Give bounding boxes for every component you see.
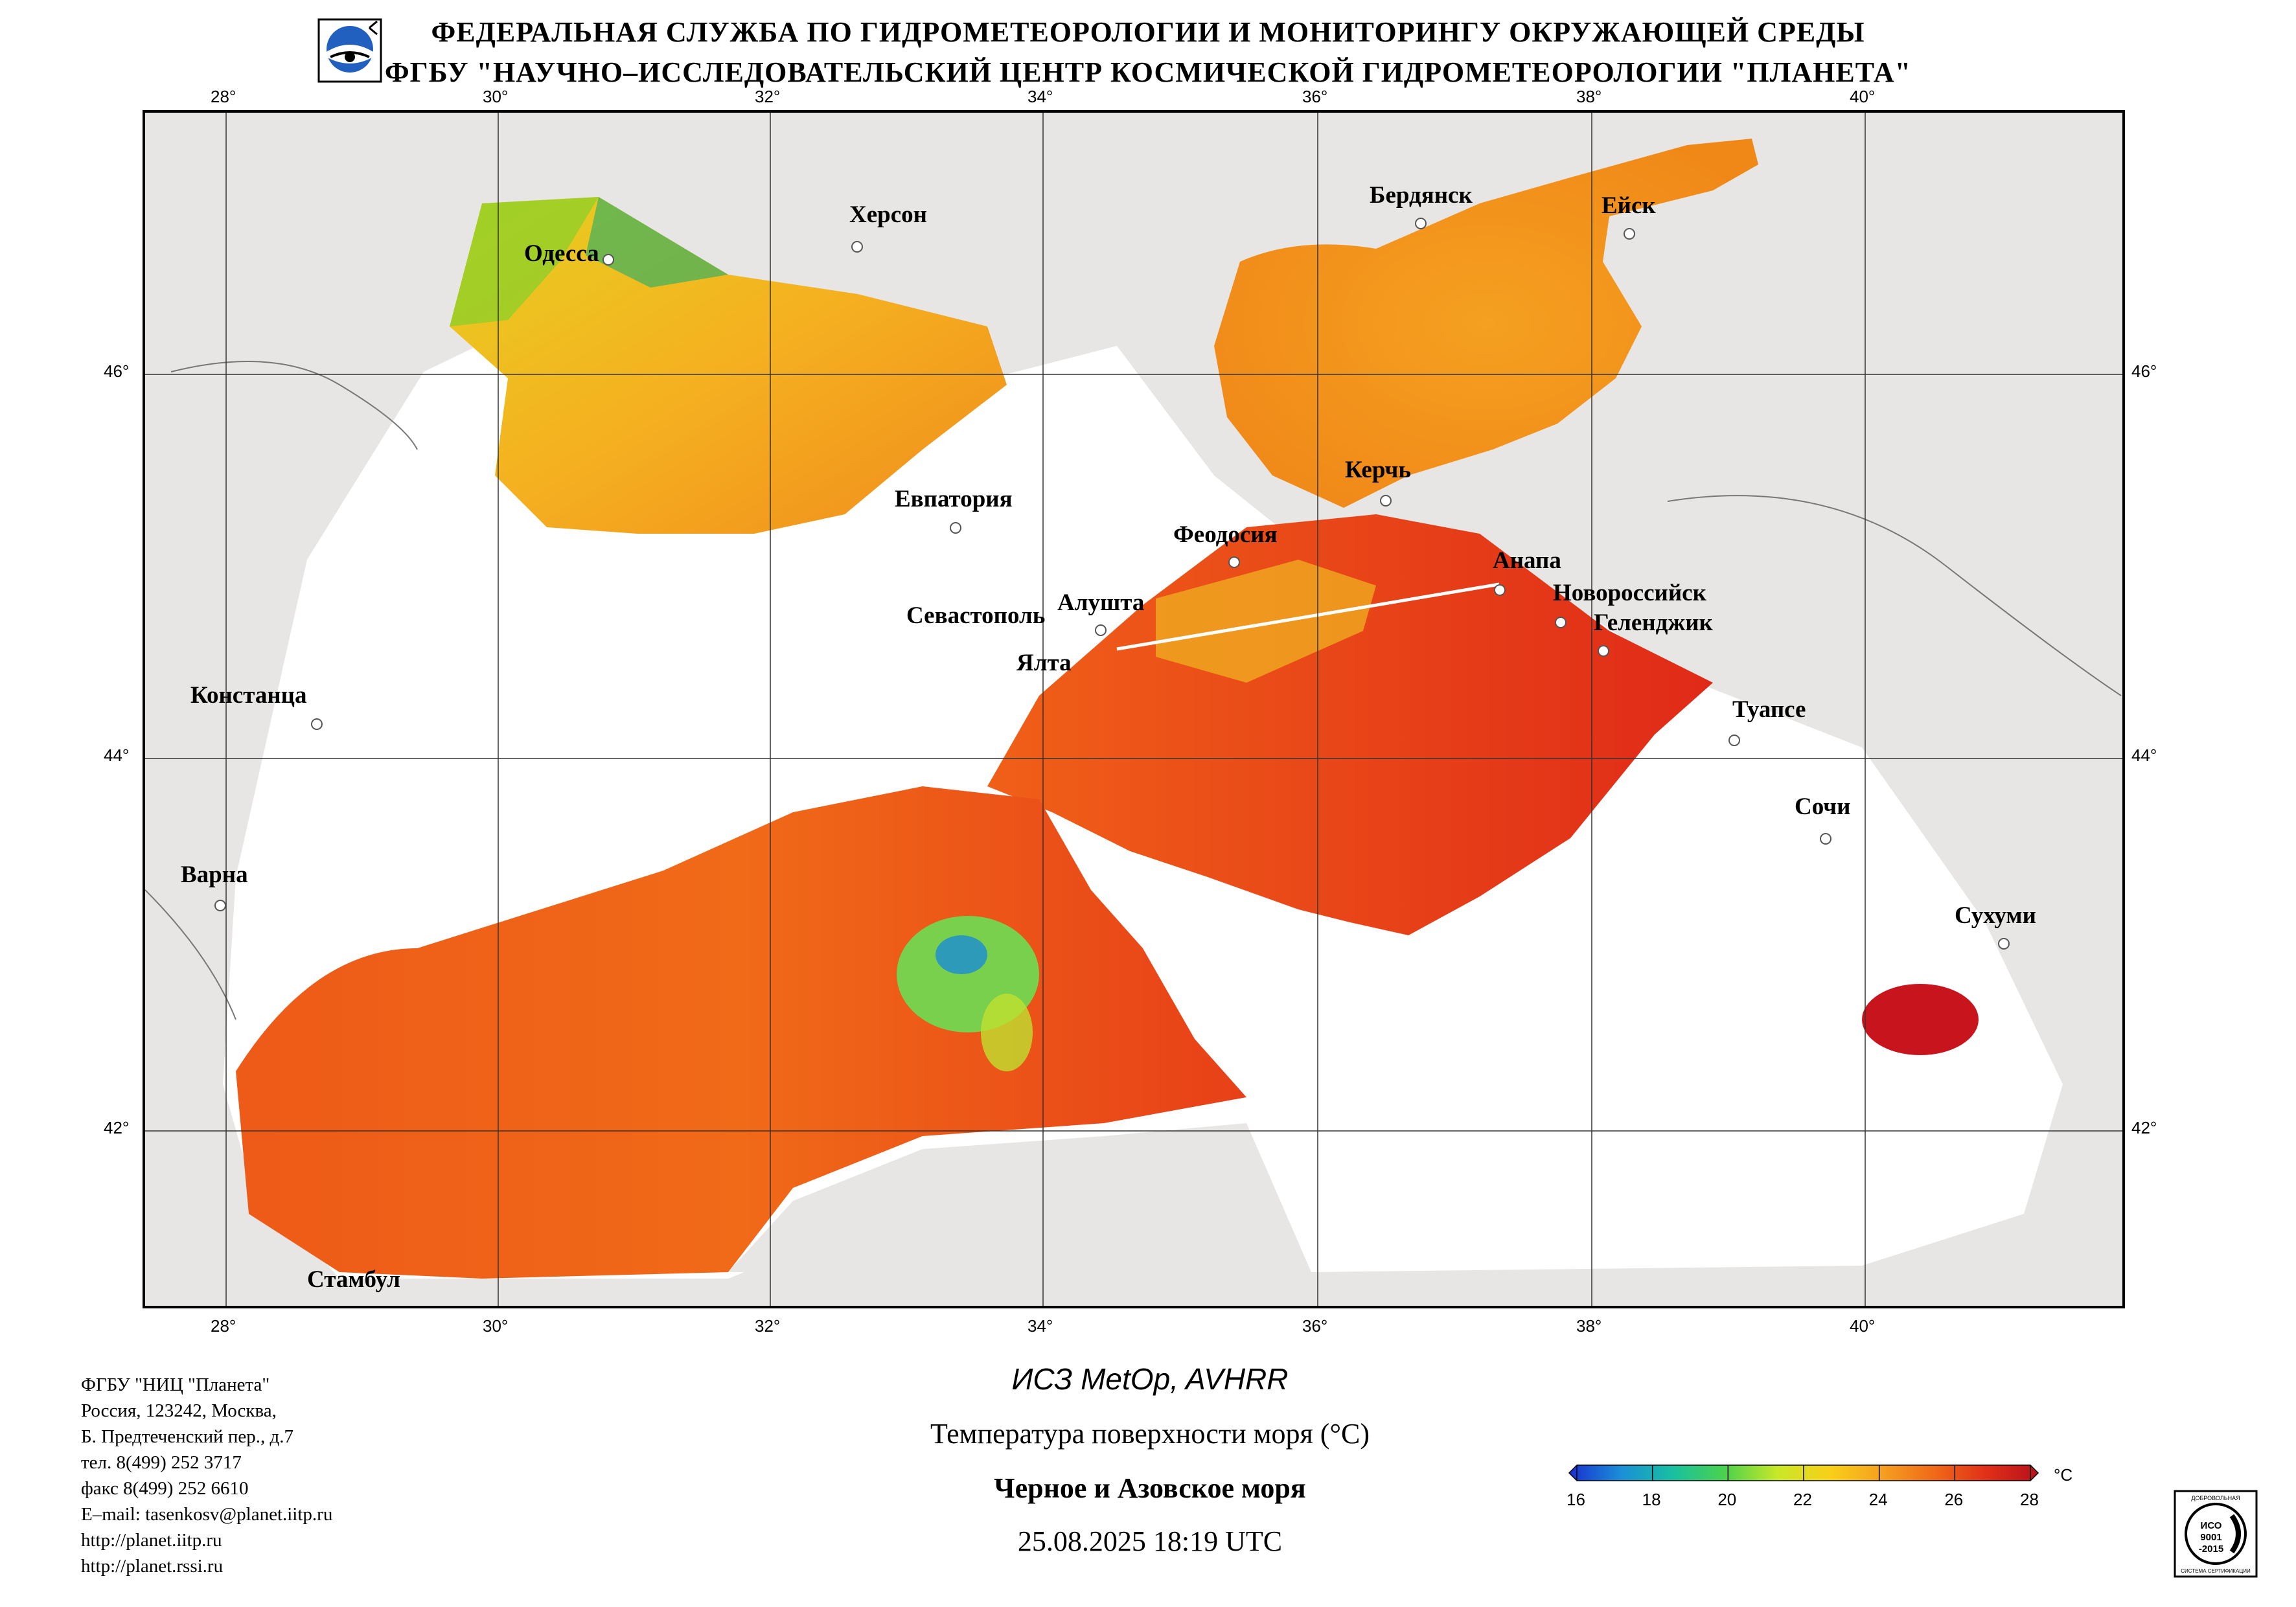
colorbar-tick-label: 16 xyxy=(1567,1490,1585,1509)
colorbar-tick-label: 22 xyxy=(1793,1490,1812,1509)
map-canvas xyxy=(145,113,2122,1306)
city-label-yevpatoria: Евпатория xyxy=(895,486,1013,512)
colorbar-tick-label: 20 xyxy=(1717,1490,1737,1509)
organization-info: ФГБУ "НИЦ "Планета" Россия, 123242, Моск… xyxy=(81,1372,332,1579)
lon-tick-top: 34° xyxy=(1027,87,1053,106)
info-line: ФГБУ "НИЦ "Планета" xyxy=(81,1374,270,1395)
city-label-yalta: Ялта xyxy=(1016,650,1072,676)
cert-year-text: -2015 xyxy=(2199,1544,2223,1555)
lon-tick-top: 40° xyxy=(1850,87,1876,106)
lat-tick-right: 44° xyxy=(2131,746,2157,765)
city-label-anapa: Анапа xyxy=(1493,547,1561,574)
city-label-tuapse: Туапсе xyxy=(1732,696,1806,723)
azov-sea-sst xyxy=(1214,139,1758,508)
lon-tick-top: 36° xyxy=(1302,87,1328,106)
lat-tick-left: 42° xyxy=(104,1118,130,1137)
colorbar-unit: °C xyxy=(2054,1465,2073,1485)
city-label-berdyansk: Бердянск xyxy=(1370,182,1473,209)
info-line: факс 8(499) 252 6610 xyxy=(81,1478,249,1499)
city-label-sukhumi: Сухуми xyxy=(1955,902,2036,929)
city-label-alushta: Алушта xyxy=(1057,589,1145,616)
colorbar-tick-label: 26 xyxy=(1944,1490,1964,1509)
lat-tick-right: 46° xyxy=(2131,361,2157,381)
sst-map: Одесса Херсон Бердянск Ейск Евпатория Ке… xyxy=(104,87,2157,1336)
info-line: Россия, 123242, Москва, xyxy=(81,1400,277,1421)
lon-tick-top: 38° xyxy=(1576,87,1602,106)
lon-tick-bottom: 32° xyxy=(755,1316,781,1336)
cert-top-text: ДОБРОВОЛЬНАЯ xyxy=(2191,1495,2240,1501)
lon-tick-bottom: 40° xyxy=(1850,1316,1876,1336)
datetime-label: 25.08.2025 18:19 UTC xyxy=(1017,1525,1283,1557)
lon-tick-top: 32° xyxy=(755,87,781,106)
parameter-label: Температура поверхности моря (°C) xyxy=(930,1418,1370,1450)
city-label-kerch: Керчь xyxy=(1345,457,1411,483)
city-label-varna: Варна xyxy=(181,861,248,888)
city-label-novorossiysk: Новороссийск xyxy=(1553,580,1706,606)
cert-iso-text: ИСО xyxy=(2201,1520,2222,1531)
lon-tick-bottom: 30° xyxy=(483,1316,509,1336)
turkey-coast-land xyxy=(728,1123,1311,1272)
colorbar-tick-label: 24 xyxy=(1868,1490,1888,1509)
coastal-warm-water xyxy=(1156,560,1376,683)
map-frame: Одесса Херсон Бердянск Ейск Евпатория Ке… xyxy=(143,110,2125,1308)
nw-shelf-sst xyxy=(450,197,1007,534)
graticule xyxy=(145,113,2122,1306)
lon-tick-bottom: 34° xyxy=(1027,1316,1053,1336)
header-title-line2: ФГБУ "НАУЧНО–ИССЛЕДОВАТЕЛЬСКИЙ ЦЕНТР КОС… xyxy=(384,56,1912,88)
city-label-constanta: Констанца xyxy=(190,682,307,709)
city-label-sochi: Сочи xyxy=(1795,793,1851,820)
satellite-label: ИСЗ MetOp, AVHRR xyxy=(1011,1362,1289,1396)
lat-tick-left: 46° xyxy=(104,361,130,381)
colorbar-svg xyxy=(1568,1465,2039,1481)
south-sst xyxy=(236,786,1246,1279)
region-label: Черное и Азовское моря xyxy=(994,1472,1306,1504)
city-label-sevastopol: Севастополь xyxy=(906,602,1046,629)
coastal-cool-water xyxy=(450,197,599,326)
city-label-odessa: Одесса xyxy=(524,240,599,267)
city-label-feodosia: Феодосия xyxy=(1173,521,1278,548)
city-label-istanbul: Стамбул xyxy=(307,1266,400,1293)
iso-certificate-icon: ДОБРОВОЛЬНАЯ ИСО 9001 -2015 СИСТЕМА СЕРТ… xyxy=(2174,1490,2258,1578)
coastal-cold-water xyxy=(586,197,728,288)
info-line: тел. 8(499) 252 3717 xyxy=(81,1452,242,1473)
lon-tick-bottom: 36° xyxy=(1302,1316,1328,1336)
lat-tick-right: 42° xyxy=(2131,1118,2157,1137)
hot-patch-sst xyxy=(1862,984,1979,1055)
colorbar-tick-label: 18 xyxy=(1642,1490,1661,1509)
info-line: E–mail: tasenkosv@planet.iitp.ru xyxy=(81,1504,333,1525)
colorbar: 16 18 20 22 24 26 28 °C xyxy=(1561,1464,2093,1519)
city-label-gelendzhik: Геленджик xyxy=(1594,610,1713,636)
city-label-yeysk: Ейск xyxy=(1601,192,1656,219)
lon-tick-top: 28° xyxy=(211,87,236,106)
info-link[interactable]: http://planet.rssi.ru xyxy=(81,1556,224,1577)
lon-tick-bottom: 28° xyxy=(211,1316,236,1336)
cert-bottom-text: СИСТЕМА СЕРТИФИКАЦИИ xyxy=(2181,1568,2251,1574)
header-title-line1: ФЕДЕРАЛЬНАЯ СЛУЖБА ПО ГИДРОМЕТЕОРОЛОГИИ … xyxy=(431,16,1865,48)
cert-number-text: 9001 xyxy=(2200,1532,2221,1543)
info-link[interactable]: http://planet.iitp.ru xyxy=(81,1530,222,1551)
lat-tick-left: 44° xyxy=(104,746,130,765)
city-label-kherson: Херсон xyxy=(849,201,927,228)
planeta-logo-icon xyxy=(317,18,382,83)
lon-tick-top: 30° xyxy=(483,87,509,106)
lon-tick-bottom: 38° xyxy=(1576,1316,1602,1336)
colorbar-tick-label: 28 xyxy=(2020,1490,2039,1509)
info-line: Б. Предтеченский пер., д.7 xyxy=(81,1426,294,1447)
